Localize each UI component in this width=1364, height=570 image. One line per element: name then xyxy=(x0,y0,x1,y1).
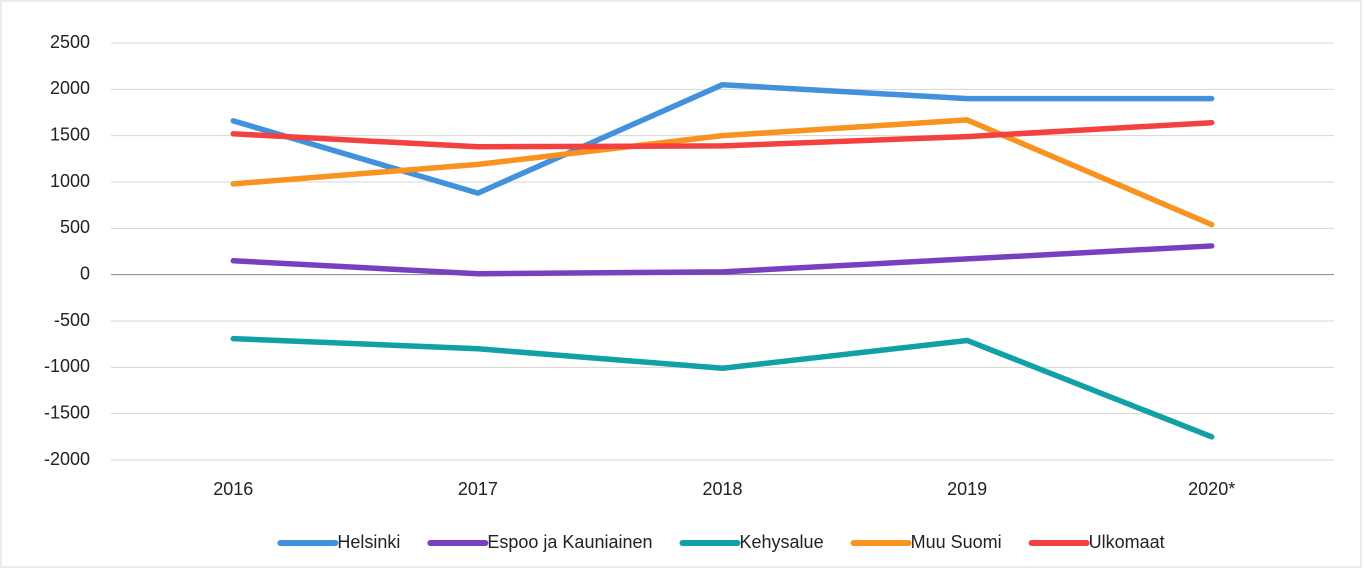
y-tick-label: -500 xyxy=(54,310,90,330)
y-tick-label: 1000 xyxy=(50,171,90,191)
y-tick-label: -2000 xyxy=(44,449,90,469)
y-tick-label: 0 xyxy=(80,263,90,283)
legend-label: Kehysalue xyxy=(740,532,824,552)
series-line xyxy=(230,335,1215,440)
legend-label: Espoo ja Kauniainen xyxy=(487,532,652,552)
legend-label: Muu Suomi xyxy=(911,532,1002,552)
x-tick-label: 2020* xyxy=(1188,479,1235,499)
series-line xyxy=(230,243,1215,277)
y-tick-label: 1500 xyxy=(50,124,90,144)
y-tick-label: -1000 xyxy=(44,356,90,376)
legend: Helsinki Espoo ja Kauniainen Kehysalue Muu … xyxy=(277,532,1165,552)
legend-label: Helsinki xyxy=(337,532,400,552)
y-tick-label: 500 xyxy=(60,217,90,237)
y-tick-label: 2500 xyxy=(50,32,90,52)
y-tick-label: 2000 xyxy=(50,78,90,98)
series-line xyxy=(230,119,1215,150)
x-tick-label: 2019 xyxy=(947,479,987,499)
legend-label: Ulkomaat xyxy=(1089,532,1165,552)
series-line xyxy=(230,117,1215,228)
x-tick-label: 2018 xyxy=(702,479,742,499)
y-tick-label: -1500 xyxy=(44,402,90,422)
x-tick-label: 2017 xyxy=(458,479,498,499)
x-tick-label: 2016 xyxy=(213,479,253,499)
